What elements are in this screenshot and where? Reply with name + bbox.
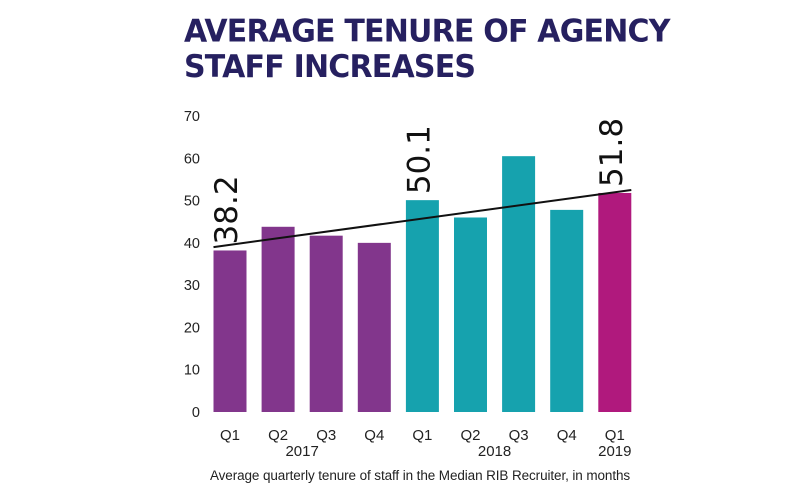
- x-category-label: Q1: [605, 427, 625, 444]
- y-tick-label: 20: [184, 320, 200, 336]
- x-year-label: 2017: [285, 443, 318, 460]
- trend-line: [213, 189, 632, 249]
- bar: [502, 156, 536, 412]
- x-category-label: Q2: [268, 427, 288, 444]
- bar: [213, 250, 247, 412]
- chart-title: AVERAGE TENURE OF AGENCY STAFF INCREASES: [184, 12, 704, 86]
- bar: [454, 217, 487, 412]
- x-axis-year-labels: 2017 2018 2019: [285, 443, 631, 460]
- x-category-label: Q1: [220, 427, 240, 444]
- y-tick-label: 70: [184, 109, 200, 125]
- bar: [550, 209, 584, 412]
- bars: [213, 156, 632, 412]
- x-category-label: Q4: [557, 427, 577, 444]
- data-labels: 38.2 50.1 51.8: [209, 118, 630, 245]
- chart-title-line-2: STAFF INCREASES: [184, 48, 476, 86]
- x-category-label: Q3: [509, 427, 529, 444]
- chart-caption: Average quarterly tenure of staff in the…: [210, 468, 631, 483]
- bar: [261, 226, 295, 412]
- bar: [309, 235, 343, 412]
- x-category-label: Q1: [412, 427, 432, 444]
- trend-line-segment: [213, 189, 632, 249]
- data-label: 38.2: [209, 175, 245, 244]
- y-tick-label: 10: [184, 363, 200, 379]
- x-axis-category-labels: Q1 Q2 Q3 Q4 Q1 Q2 Q3 Q4 Q1: [220, 427, 625, 444]
- data-label: 50.1: [401, 125, 437, 194]
- x-category-label: Q3: [316, 427, 336, 444]
- bar: [357, 242, 391, 412]
- bar: [598, 192, 632, 412]
- chart-title-line-1: AVERAGE TENURE OF AGENCY: [184, 12, 670, 50]
- y-axis-ticks: 0 10 20 30 40 50 60 70: [184, 109, 200, 421]
- y-tick-label: 40: [184, 236, 200, 252]
- y-tick-label: 50: [184, 194, 200, 210]
- y-tick-label: 60: [184, 151, 200, 167]
- x-category-label: Q2: [460, 427, 480, 444]
- x-year-label: 2019: [598, 443, 631, 460]
- x-year-label: 2018: [478, 443, 511, 460]
- x-category-label: Q4: [364, 427, 384, 444]
- data-label: 51.8: [594, 118, 630, 187]
- bar: [405, 200, 439, 412]
- y-tick-label: 0: [192, 405, 200, 421]
- y-tick-label: 30: [184, 278, 200, 294]
